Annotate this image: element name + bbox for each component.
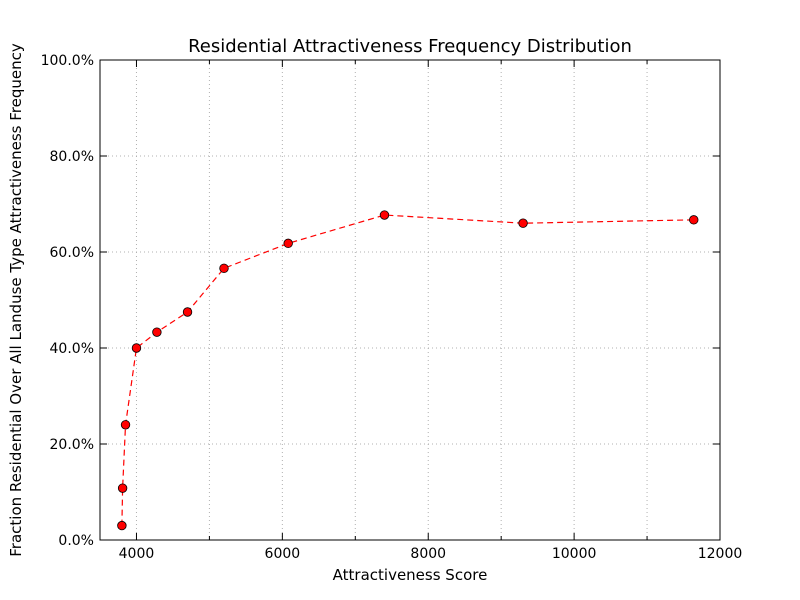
data-point: [219, 263, 229, 274]
x-tick-label: 6000: [265, 546, 301, 562]
data-point: [120, 420, 131, 430]
plot-frame: [99, 59, 721, 541]
data-point: [152, 327, 162, 337]
data-point: [379, 210, 390, 220]
y-tick-label: 0.0%: [58, 533, 94, 549]
y-tick-label: 100.0%: [41, 53, 94, 69]
data-point: [182, 307, 193, 317]
x-tick-label: 12000: [698, 546, 743, 562]
x-tick-label: 4000: [119, 546, 155, 562]
axes-layer: 4000 6000 8000 10000 12000 0.0% 20.0% 40.0% 60.0…: [41, 53, 743, 562]
chart-title: Residential Attractiveness Frequency Dis…: [188, 36, 632, 57]
series-layer: [117, 210, 699, 531]
series-line: [121, 214, 694, 526]
data-point: [131, 343, 142, 353]
grid-layer: [100, 60, 720, 540]
y-tick-label: 40.0%: [50, 341, 94, 357]
data-point: [283, 238, 293, 249]
data-point: [689, 215, 699, 225]
x-tick-label: 8000: [410, 546, 446, 562]
y-tick-label: 20.0%: [50, 437, 94, 453]
x-tick-label: 10000: [552, 546, 597, 562]
y-axis-label: Fraction Residential Over All Landuse Ty…: [7, 43, 25, 557]
y-tick-label: 80.0%: [50, 149, 94, 165]
x-axis-label: Attractiveness Score: [333, 566, 488, 584]
y-tick-label: 60.0%: [50, 245, 94, 261]
data-point: [117, 483, 128, 493]
data-point: [518, 218, 528, 228]
data-point: [117, 520, 127, 531]
